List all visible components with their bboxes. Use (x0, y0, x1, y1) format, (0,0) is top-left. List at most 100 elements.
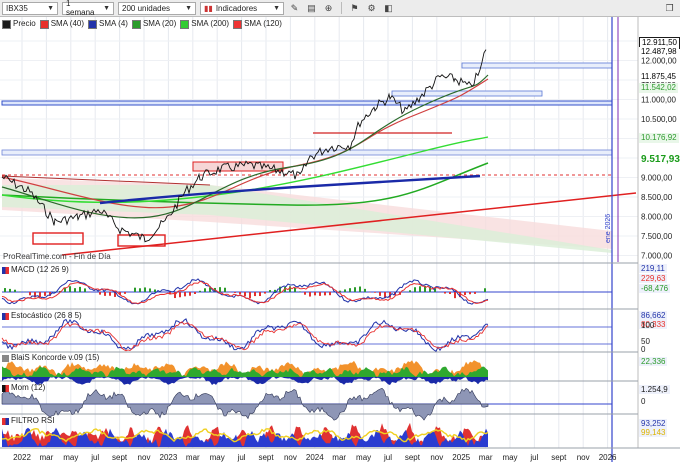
stochastic-panel[interactable] (1, 318, 612, 353)
macd-histogram-bar (64, 287, 66, 292)
chevron-down-icon: ▼ (103, 4, 110, 12)
macd-histogram-bar (204, 288, 206, 292)
legend-item[interactable]: SMA (4) (88, 19, 128, 29)
screenshot-icon[interactable]: ◧ (384, 2, 393, 13)
macd-histogram-bar (84, 288, 86, 292)
price-tick-label: 7.000,00 (641, 252, 673, 261)
sma-4-line (99, 174, 481, 205)
macd-histogram-bar (374, 292, 376, 293)
time-tick-label: mar (186, 453, 200, 462)
settings-icon[interactable]: ⚙ (367, 2, 376, 13)
koncorde-green-area (2, 366, 488, 377)
legend-item[interactable]: SMA (200) (180, 19, 229, 29)
legend-item[interactable]: SMA (120) (233, 19, 282, 29)
time-tick-label: nov (577, 453, 590, 462)
chart-canvas[interactable]: 12.500,0012.000,0011.500,0011.000,0010.5… (0, 17, 680, 463)
koncorde-icon (2, 354, 9, 362)
legend-item[interactable]: SMA (20) (131, 19, 176, 29)
time-tick-label: may (356, 453, 371, 462)
legend-label: SMA (120) (244, 19, 282, 28)
macd-histogram-bar (319, 292, 321, 296)
time-tick-label: nov (284, 453, 297, 462)
macd-histogram-bar (454, 292, 456, 299)
time-tick-label: jul (237, 453, 246, 462)
macd-histogram-bar (224, 287, 226, 292)
macd-histogram-bar (444, 292, 446, 294)
alert-icon[interactable]: ⚑ (350, 2, 359, 13)
time-tick-label: 2022 (13, 453, 31, 462)
stoch-value-tag: 86,662 (639, 311, 668, 320)
macd-histogram-bar (409, 290, 411, 292)
sma-200-line (1, 162, 489, 206)
time-tick-label: may (63, 453, 78, 462)
macd-histogram-bar (99, 292, 101, 295)
layout-icon[interactable]: ▤ (307, 2, 316, 13)
time-tick-label: jul (90, 453, 99, 462)
macd-histogram-bar (324, 292, 326, 296)
zoom-icon[interactable]: ⊕ (324, 2, 333, 13)
macd-histogram-bar (424, 285, 426, 292)
macd-histogram-bar (49, 292, 51, 296)
price-tick-label: 10.500,00 (641, 115, 677, 124)
symbol-dropdown[interactable]: IBX35 ▼ (2, 1, 58, 15)
timeframe-dropdown[interactable]: 1 semana ▼ (62, 0, 114, 17)
mom-axis-tick: 0 (641, 397, 646, 406)
macd-histogram-bar (389, 292, 391, 298)
draw-tool-icon[interactable]: ✎ (290, 2, 299, 13)
stoch-axis-tick: 0 (641, 345, 646, 354)
green-channel-shade (2, 185, 612, 253)
koncorde-label[interactable]: BlaiS Koncorde v.09 (15) (2, 353, 99, 363)
time-tick-label: may (502, 453, 517, 462)
macd-histogram-bar (359, 286, 361, 292)
time-tick-label: nov (138, 453, 151, 462)
macd-histogram-bar (339, 290, 341, 292)
macd-histogram-bar (469, 292, 471, 295)
macd-histogram-bar (189, 292, 191, 296)
price-panel[interactable] (1, 17, 637, 462)
legend-item[interactable]: SMA (40) (39, 19, 85, 29)
macd-histogram-bar (29, 292, 31, 296)
rsi-red-area (2, 422, 488, 447)
stoch-label-text: Estocástico (26 8 5) (11, 311, 82, 320)
macd-histogram-bar (269, 290, 271, 292)
koncorde-label-text: BlaiS Koncorde v.09 (15) (11, 353, 100, 362)
time-tick-label: mar (332, 453, 346, 462)
units-dropdown[interactable]: 200 unidades ▼ (118, 1, 196, 15)
price-tick-label: 7.500,00 (641, 232, 673, 241)
legend-label: SMA (40) (50, 19, 85, 28)
koncorde-panel[interactable] (2, 360, 488, 385)
legend-item[interactable]: Precio (2, 19, 36, 29)
rsi-label[interactable]: FILTRO RSI (2, 416, 54, 426)
macd-icon (2, 266, 9, 274)
price-tag: 11.875,45 (639, 72, 678, 82)
indicators-icon: ▮▮ (204, 3, 213, 13)
rsi-filter-panel[interactable] (1, 422, 489, 447)
macd-histogram-bar (134, 287, 136, 292)
momentum-panel[interactable] (1, 387, 612, 421)
indicators-button[interactable]: ▮▮ Indicadores ▼ (200, 1, 284, 15)
macd-histogram-bar (234, 292, 236, 293)
time-tick-label: 2026 (599, 453, 617, 462)
window-icon[interactable]: ❐ (665, 2, 674, 13)
units-label: 200 unidades (122, 3, 171, 13)
macd-panel[interactable] (1, 278, 612, 305)
toolbar-divider (341, 2, 342, 14)
macd-histogram-bar (104, 292, 106, 296)
legend-label: SMA (4) (99, 19, 128, 28)
macd-histogram-bar (39, 292, 41, 298)
macd-histogram-bar (414, 287, 416, 292)
mom-value-tag: 1.254,9 (639, 385, 670, 394)
macd-histogram-bar (179, 292, 181, 298)
time-tick-label: mar (40, 453, 54, 462)
timeframe-label: 1 semana (66, 0, 95, 17)
price-tag: 10.176,92 (639, 133, 679, 143)
price-tick-label: 8.500,00 (641, 193, 673, 202)
mom-label[interactable]: Mom (12) (2, 383, 45, 393)
rsi-label-text: FILTRO RSI (11, 416, 55, 425)
macd-histogram-bar (254, 292, 256, 297)
time-tick-label: nov (430, 453, 443, 462)
stoch-label[interactable]: Estocástico (26 8 5) (2, 311, 82, 321)
stoch-axis-tick: 50 (641, 337, 650, 346)
macd-histogram-bar (484, 288, 486, 292)
macd-label[interactable]: MACD (12 26 9) (2, 265, 69, 275)
